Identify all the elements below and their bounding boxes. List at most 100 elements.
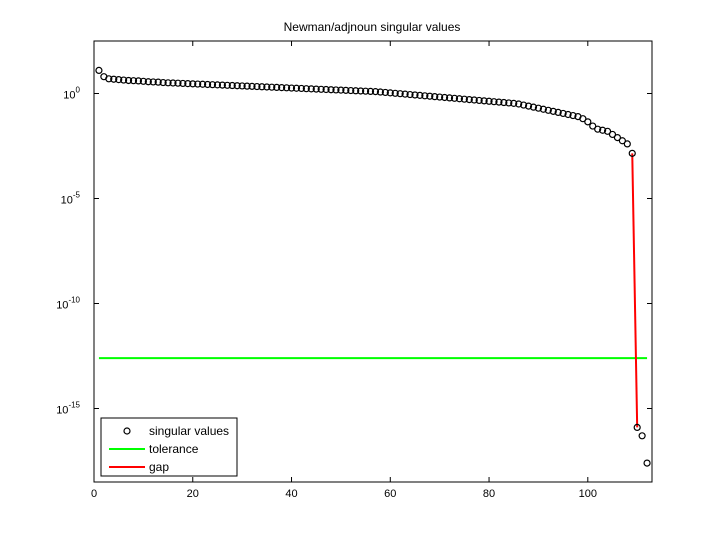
singular-value-point	[376, 88, 385, 96]
singular-value-point	[431, 93, 439, 101]
singular-value-point	[287, 84, 296, 92]
singular-value-point	[312, 85, 320, 93]
singular-value-point	[485, 97, 493, 105]
x-tick-label: 60	[384, 488, 396, 500]
singular-value-point	[134, 77, 143, 85]
singular-value-point	[396, 90, 404, 98]
singular-value-point	[381, 88, 389, 97]
singular-value-point	[342, 86, 350, 94]
singular-value-point	[436, 93, 444, 101]
singular-value-point	[579, 115, 587, 123]
singular-value-point	[258, 83, 266, 91]
legend-label: gap	[149, 460, 169, 474]
singular-value-point	[411, 91, 419, 99]
singular-value-point	[441, 93, 449, 102]
singular-value-point	[129, 77, 138, 85]
singular-value-point	[594, 125, 602, 133]
singular-value-point	[361, 87, 370, 95]
singular-value-point	[475, 96, 483, 105]
singular-value-point	[529, 103, 538, 111]
singular-value-point	[169, 79, 177, 87]
singular-value-point	[332, 86, 340, 94]
singular-value-point	[337, 86, 345, 94]
singular-value-point	[292, 84, 301, 92]
singular-value-point	[569, 111, 577, 120]
singular-value-point	[465, 95, 473, 104]
singular-value-point	[421, 92, 429, 100]
chart-title: Newman/adjnoun singular values	[284, 20, 461, 34]
singular-value-point	[426, 92, 434, 100]
singular-value-point	[510, 99, 518, 107]
singular-value-point	[263, 83, 271, 91]
series-layer	[95, 66, 651, 467]
singular-value-point	[589, 122, 597, 130]
singular-value-point	[500, 98, 508, 107]
legend-label: singular values	[149, 424, 229, 438]
singular-value-point	[554, 108, 562, 117]
singular-value-point	[268, 83, 276, 91]
singular-value-point	[480, 97, 488, 105]
singular-value-point	[515, 100, 523, 108]
singular-value-point	[371, 88, 380, 96]
singular-value-point	[534, 104, 543, 112]
singular-value-point	[327, 86, 335, 94]
singular-value-point	[139, 77, 147, 85]
singular-value-point	[243, 82, 251, 90]
singular-value-point	[223, 81, 231, 89]
singular-value-point	[248, 82, 256, 90]
singular-value-point	[608, 130, 617, 139]
singular-value-point	[194, 80, 202, 88]
singular-value-point	[218, 81, 226, 89]
singular-value-point	[549, 107, 557, 115]
singular-value-point	[105, 75, 113, 83]
x-tick-label: 80	[483, 488, 495, 500]
y-tick-label: 10-10	[56, 296, 80, 312]
singular-value-point	[278, 84, 286, 92]
singular-value-point	[199, 80, 207, 88]
singular-value-point	[238, 82, 246, 90]
y-tick-label: 10-5	[61, 191, 81, 207]
singular-value-point	[317, 85, 325, 93]
singular-value-point	[95, 66, 103, 75]
singular-value-point	[203, 80, 212, 89]
singular-value-point	[189, 80, 197, 88]
singular-value-point	[544, 106, 552, 114]
singular-value-point	[159, 78, 167, 87]
singular-value-point	[520, 101, 528, 109]
singular-value-point	[366, 87, 375, 96]
singular-value-point	[213, 81, 222, 89]
singular-value-point	[233, 82, 241, 90]
x-tick-label: 0	[91, 488, 97, 500]
legend-label: tolerance	[149, 442, 199, 456]
singular-value-point	[273, 83, 281, 92]
singular-value-point	[208, 81, 217, 89]
singular-value-point	[282, 84, 291, 92]
singular-value-point	[322, 85, 330, 94]
singular-value-point	[618, 137, 626, 145]
singular-value-point	[643, 459, 651, 467]
singular-value-point	[495, 98, 503, 106]
singular-value-point	[490, 98, 498, 106]
singular-value-point	[460, 95, 468, 103]
singular-value-point	[110, 75, 118, 83]
singular-value-point	[297, 84, 305, 93]
singular-value-point	[599, 126, 607, 134]
singular-value-point	[416, 91, 424, 99]
legend-marker	[123, 427, 131, 435]
singular-value-point	[564, 110, 572, 119]
singular-value-point	[357, 87, 365, 95]
singular-value-point	[228, 81, 236, 90]
singular-value-point	[386, 89, 394, 97]
singular-value-point	[406, 90, 414, 99]
singular-value-point	[124, 76, 133, 85]
singular-value-point	[391, 89, 399, 97]
singular-value-point	[149, 78, 157, 86]
singular-value-point	[445, 94, 454, 102]
singular-value-point	[184, 80, 192, 88]
singular-value-point	[174, 79, 182, 87]
singular-value-point	[628, 149, 636, 157]
singular-value-point	[120, 76, 128, 84]
x-axis: 0 20 40 60 80 100	[91, 41, 597, 500]
singular-value-point	[505, 99, 513, 107]
